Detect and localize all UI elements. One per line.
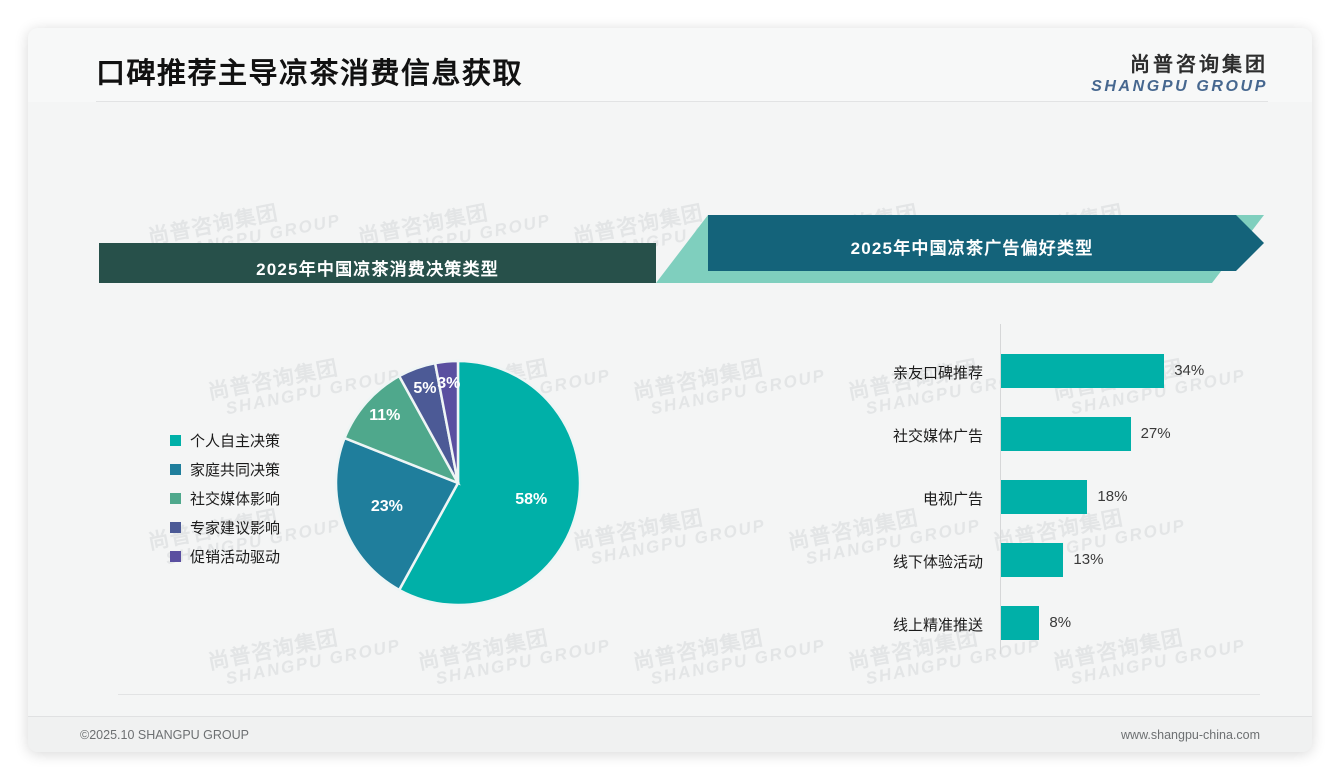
- bar-value-label: 8%: [1049, 614, 1072, 631]
- pie-slice-label: 5%: [413, 380, 437, 398]
- legend-swatch: [170, 551, 181, 562]
- legend-swatch: [170, 464, 181, 475]
- bar-category-label: 亲友口碑推荐: [892, 365, 983, 382]
- legend-swatch: [170, 493, 181, 504]
- bar-rect[interactable]: [1001, 417, 1131, 451]
- bar-value-label: 27%: [1140, 425, 1171, 442]
- pie-slice[interactable]: [397, 359, 582, 607]
- bar-chart-axis: [1000, 324, 1001, 654]
- legend-label: 专家建议影响: [190, 520, 281, 537]
- logo-text-en: SHANGPU GROUP: [1091, 78, 1268, 95]
- pie-slice-label: 3%: [437, 374, 461, 392]
- legend-item[interactable]: 家庭共同决策: [170, 455, 280, 484]
- legend-swatch: [170, 435, 181, 446]
- legend-swatch: [170, 522, 181, 533]
- banner-shapes: [99, 215, 1264, 283]
- bar-rect[interactable]: [1001, 543, 1064, 577]
- left-banner-shape: [99, 243, 656, 283]
- pie-slice[interactable]: [334, 436, 460, 592]
- bar-category-label: 电视广告: [922, 491, 983, 508]
- bar-category-label: 社交媒体广告: [892, 428, 983, 445]
- pie-chart-svg: [334, 359, 582, 607]
- pie-legend: 个人自主决策 家庭共同决策 社交媒体影响 专家建议影响 促销活动驱动: [170, 426, 280, 571]
- header-divider: [96, 101, 1268, 102]
- bar-rect[interactable]: [1001, 606, 1040, 640]
- legend-label: 家庭共同决策: [190, 462, 281, 479]
- legend-label: 社交媒体影响: [190, 491, 281, 508]
- bar-value-label: 13%: [1073, 551, 1104, 568]
- website-link[interactable]: www.shangpu-china.com: [1121, 728, 1260, 742]
- pie-slice[interactable]: [342, 374, 461, 486]
- page-title: 口碑推荐主导凉茶消费信息获取: [96, 58, 524, 90]
- pie-slice-label: 58%: [515, 490, 548, 508]
- left-banner-title: 2025年中国凉茶消费决策类型: [256, 260, 499, 279]
- footer-bar: ©2025.10 SHANGPU GROUP www.shangpu-china…: [28, 716, 1312, 752]
- legend-item[interactable]: 个人自主决策: [170, 426, 280, 455]
- copyright-text: ©2025.10 SHANGPU GROUP: [80, 728, 249, 742]
- company-logo: 尚普咨询集团 SHANGPU GROUP: [1091, 48, 1268, 96]
- legend-label: 个人自主决策: [190, 433, 281, 450]
- pie-slice-label: 23%: [370, 497, 403, 515]
- pie-slice[interactable]: [433, 359, 460, 484]
- pie-slice-label: 11%: [369, 407, 401, 425]
- right-banner-shape: [708, 215, 1264, 271]
- bar-category-label: 线上精准推送: [892, 617, 983, 634]
- slide-page: 尚普咨询集团 SHANGPU GROUP 尚普咨询集团 SHANGPU GROUP 尚普…: [28, 28, 1312, 752]
- bar-category-label: 线下体验活动: [892, 554, 983, 571]
- logo-text-cn: 尚普咨询集团: [1130, 54, 1268, 76]
- legend-label: 促销活动驱动: [190, 549, 281, 566]
- bar-value-label: 34%: [1174, 362, 1205, 379]
- banner-group: 2025年中国凉茶消费决策类型 2025年中国凉茶广告偏好类型: [28, 28, 1312, 752]
- bar-rect[interactable]: [1001, 354, 1165, 388]
- right-banner-title: 2025年中国凉茶广告偏好类型: [850, 239, 1094, 258]
- note-divider: [118, 694, 1260, 695]
- legend-item[interactable]: 社交媒体影响: [170, 484, 280, 513]
- legend-item[interactable]: 促销活动驱动: [170, 542, 280, 571]
- legend-item[interactable]: 专家建议影响: [170, 513, 280, 542]
- slide-header: 口碑推荐主导凉茶消费信息获取 尚普咨询集团 SHANGPU GROUP: [28, 28, 1312, 102]
- bar-value-label: 18%: [1097, 488, 1128, 505]
- bar-rect[interactable]: [1001, 480, 1088, 514]
